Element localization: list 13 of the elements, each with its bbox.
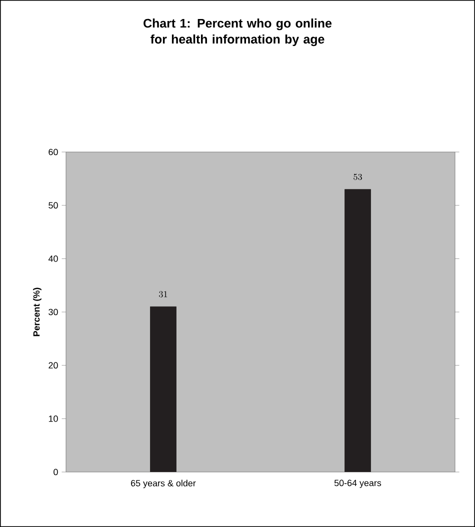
y-tick-label: 20: [48, 362, 58, 369]
data-label: 53: [354, 174, 362, 180]
y-tick-label: 30: [48, 308, 58, 316]
y-tick-label: 10: [48, 415, 58, 422]
chart-title: Chart 1: Percent who go online for health information by age: [144, 18, 332, 46]
data-label: 31: [159, 291, 168, 298]
y-axis-title: Percent (%): [33, 288, 42, 336]
y-tick-label: 60: [48, 148, 58, 156]
y-tick-label: 40: [48, 255, 58, 262]
x-tick-label: 65 years & older: [131, 480, 196, 488]
y-tick-label: 50: [48, 202, 58, 209]
x-tick-label: 50-64 years: [334, 480, 382, 488]
y-tick-label: 0: [54, 468, 58, 476]
